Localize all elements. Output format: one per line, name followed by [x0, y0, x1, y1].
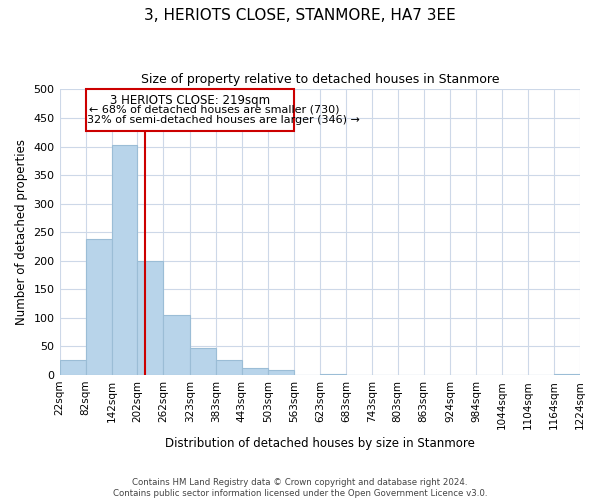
Text: 3, HERIOTS CLOSE, STANMORE, HA7 3EE: 3, HERIOTS CLOSE, STANMORE, HA7 3EE [144, 8, 456, 22]
Bar [242, 368, 268, 375]
Text: Contains HM Land Registry data © Crown copyright and database right 2024.
Contai: Contains HM Land Registry data © Crown c… [113, 478, 487, 498]
Title: Size of property relative to detached houses in Stanmore: Size of property relative to detached ho… [140, 72, 499, 86]
Bar [112, 145, 137, 375]
Bar [216, 360, 242, 375]
Bar [320, 374, 346, 375]
Bar [59, 360, 86, 375]
Y-axis label: Number of detached properties: Number of detached properties [15, 139, 28, 325]
Text: 3 HERIOTS CLOSE: 219sqm: 3 HERIOTS CLOSE: 219sqm [110, 94, 270, 107]
Bar [137, 262, 163, 375]
Bar [268, 370, 294, 375]
X-axis label: Distribution of detached houses by size in Stanmore: Distribution of detached houses by size … [165, 437, 475, 450]
Bar [554, 374, 580, 375]
FancyBboxPatch shape [86, 90, 294, 131]
Text: 32% of semi-detached houses are larger (346) →: 32% of semi-detached houses are larger (… [87, 114, 360, 124]
Bar [163, 315, 190, 375]
Bar [86, 239, 112, 375]
Bar [190, 348, 216, 375]
Text: ← 68% of detached houses are smaller (730): ← 68% of detached houses are smaller (73… [89, 104, 340, 115]
